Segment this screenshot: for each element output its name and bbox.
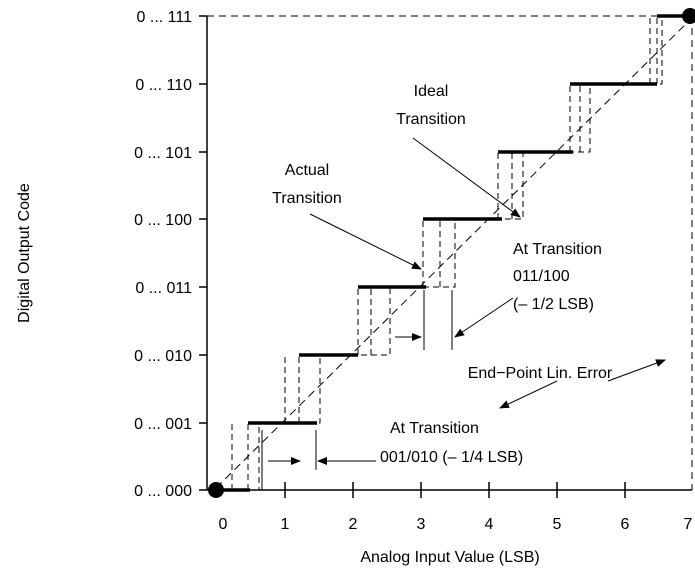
endpoint-arrow-down — [499, 380, 558, 409]
x-tick-label: 1 — [281, 516, 290, 533]
transition-markers — [261, 290, 453, 490]
x-tick-label: 5 — [553, 516, 562, 533]
y-tick-label: 0 ... 111 — [137, 9, 193, 26]
lower-transition-line1: At Transition — [390, 420, 479, 437]
actual-risers — [247, 16, 658, 490]
lower-transition-line2: 001/010 (– 1/4 LSB) — [380, 449, 523, 466]
y-tick-label: 0 ... 011 — [135, 280, 192, 297]
upper-transition-line1: At Transition — [513, 241, 602, 258]
x-tick-label: 4 — [485, 516, 494, 533]
actual-steps — [216, 14, 692, 492]
endpoint-error-label: End−Point Lin. Error — [468, 365, 613, 382]
actual-label-line1: Actual — [285, 162, 329, 179]
y-tick-label: 0 ... 010 — [134, 348, 192, 365]
ideal-label-line1: Ideal — [414, 83, 449, 100]
annotation-arrows — [268, 137, 666, 465]
y-ticks — [199, 15, 207, 491]
actual-label-line2: Transition — [272, 190, 342, 207]
x-tick-labels: 0 1 2 3 4 5 6 7 — [219, 516, 693, 533]
upper-transition-line2: 011/100 — [513, 268, 570, 285]
x-tick-label: 3 — [417, 516, 426, 533]
y-tick-labels: 0 ... 000 0 ... 001 0 ... 010 0 ... 011 … — [134, 9, 192, 500]
x-ticks — [284, 482, 626, 498]
endpoint-arrow-up — [607, 359, 666, 382]
y-tick-label: 0 ... 100 — [134, 212, 192, 229]
ideal-staircase — [216, 16, 663, 491]
annotations: Ideal Transition Actual Transition At Tr… — [272, 83, 613, 466]
ideal-diagonal-line — [215, 17, 693, 489]
x-tick-label: 6 — [621, 516, 630, 533]
y-tick-label: 0 ... 110 — [135, 77, 192, 94]
y-tick-label: 0 ... 001 — [134, 416, 192, 433]
upper-transition-line3: (– 1/2 LSB) — [513, 296, 594, 313]
y-axis-label: Digital Output Code — [16, 183, 33, 323]
origin-endpoint-dot — [208, 482, 224, 498]
upper-right-dim-arrow — [454, 297, 514, 338]
ideal-label-line2: Transition — [396, 111, 466, 128]
x-axis-label: Analog Input Value (LSB) — [360, 549, 539, 566]
ideal-arrow — [412, 137, 521, 218]
x-tick-label: 0 — [219, 516, 228, 533]
actual-arrow — [309, 213, 422, 270]
top-endpoint-dot — [682, 8, 695, 24]
y-tick-label: 0 ... 101 — [134, 145, 192, 162]
y-tick-label: 0 ... 000 — [134, 483, 192, 500]
x-tick-label: 2 — [349, 516, 358, 533]
x-tick-label: 7 — [684, 516, 693, 533]
